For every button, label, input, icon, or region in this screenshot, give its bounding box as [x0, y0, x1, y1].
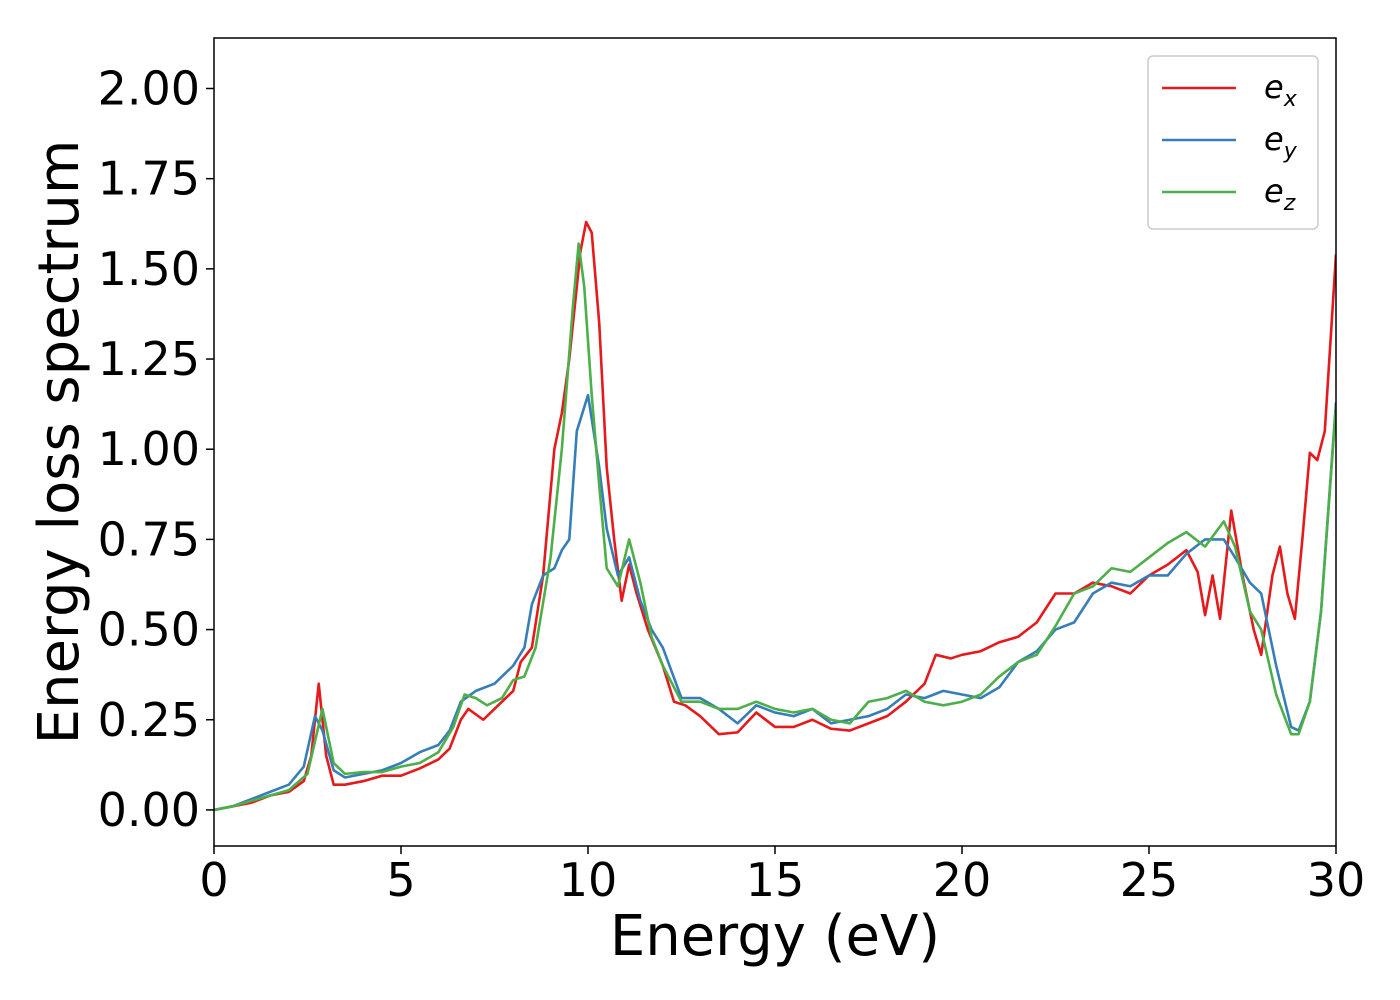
y-tick-label: 0.50 [98, 603, 200, 657]
y-tick-label: 1.00 [98, 422, 200, 476]
x-axis-label: Energy (eV) [610, 904, 940, 969]
y-axis-label: Energy loss spectrum [27, 140, 92, 745]
y-tick-label: 0.00 [98, 783, 200, 837]
legend-label: ex [1264, 68, 1298, 112]
y-tick-label: 0.75 [98, 512, 200, 566]
series-line [214, 220, 1336, 812]
series-line [214, 242, 1336, 812]
plot-frame [213, 37, 1337, 847]
x-tick-label: 20 [933, 853, 992, 907]
y-tick-label: 1.75 [98, 152, 200, 206]
legend-label: ez [1264, 172, 1296, 216]
y-tick-label: 0.25 [98, 693, 200, 747]
x-tick-label: 25 [1120, 853, 1179, 907]
y-tick-label: 1.25 [98, 332, 200, 386]
x-tick-label: 0 [199, 853, 228, 907]
x-tick-label: 30 [1307, 853, 1366, 907]
x-tick-label: 5 [386, 853, 415, 907]
x-tick-label: 10 [559, 853, 618, 907]
legend-label: ey [1264, 120, 1298, 164]
x-tick-label: 15 [746, 853, 805, 907]
legend-box [1147, 55, 1319, 230]
y-tick-label: 2.00 [98, 62, 200, 116]
y-tick-label: 1.50 [98, 242, 200, 296]
series-line [214, 393, 1336, 812]
